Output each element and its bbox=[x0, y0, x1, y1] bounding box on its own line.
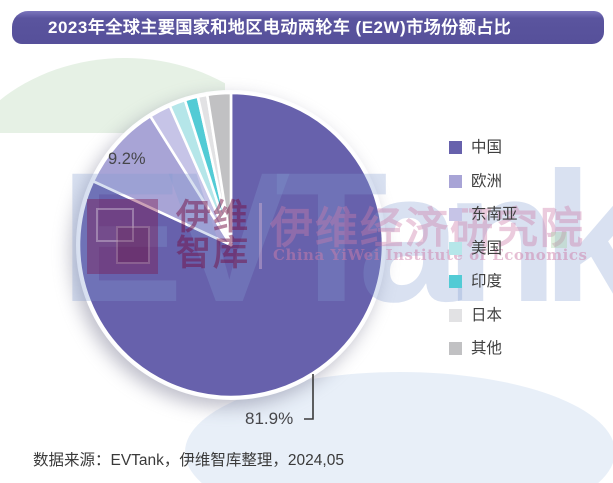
legend-label-other: 其他 bbox=[471, 340, 503, 357]
legend-swatch-europe bbox=[449, 174, 462, 188]
legend-label-europe: 欧洲 bbox=[471, 172, 503, 190]
legend-item-europe[interactable]: 欧洲 bbox=[449, 173, 502, 190]
legend-label-southeast-asia: 东南亚 bbox=[471, 206, 518, 223]
legend-swatch-china bbox=[449, 141, 462, 154]
legend-swatch-other bbox=[449, 342, 462, 355]
legend-swatch-southeast-asia bbox=[449, 208, 462, 221]
pie-slice-other[interactable] bbox=[205, 91, 233, 247]
legend-swatch-india bbox=[449, 275, 462, 288]
legend-swatch-usa bbox=[449, 241, 462, 255]
legend-label-usa: 美国 bbox=[471, 239, 503, 257]
pie-label-china: 81.9% bbox=[245, 409, 294, 428]
leader-line-china-label bbox=[304, 374, 314, 420]
title-bar: 2023年全球主要国家和地区电动两轮车 (E2W)市场份额占比 bbox=[12, 11, 604, 44]
legend-item-other[interactable]: 其他 bbox=[449, 340, 502, 357]
legend-item-india[interactable]: 印度 bbox=[449, 273, 502, 290]
legend-item-southeast-asia[interactable]: 东南亚 bbox=[449, 206, 518, 223]
legend-label-china: 中国 bbox=[471, 139, 503, 156]
legend-item-china[interactable]: 中国 bbox=[449, 139, 502, 156]
legend-item-usa[interactable]: 美国 bbox=[449, 240, 502, 257]
legend-label-india: 印度 bbox=[471, 273, 503, 290]
source-note: 数据来源：EVTank，伊维智库整理，2024,05 bbox=[33, 452, 344, 469]
page-title: 2023年全球主要国家和地区电动两轮车 (E2W)市场份额占比 bbox=[48, 18, 512, 37]
pie-label-europe: 9.2% bbox=[108, 150, 146, 168]
legend-item-japan[interactable]: 日本 bbox=[449, 307, 502, 324]
legend-swatch-japan bbox=[449, 308, 462, 322]
pie-slice-europe[interactable] bbox=[91, 114, 233, 247]
legend-label-japan: 日本 bbox=[471, 306, 503, 324]
